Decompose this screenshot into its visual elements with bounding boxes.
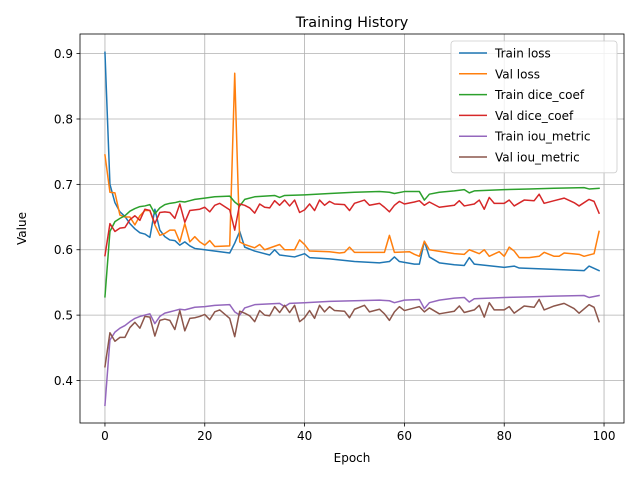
legend-label-1: Train loss [494,47,551,61]
series-line-4 [104,193,601,257]
x-tick-label: 20 [197,429,212,443]
y-tick-label: 0.9 [54,47,73,61]
x-tick-label: 0 [101,429,109,443]
legend-label-2: Val loss [495,67,540,81]
chart-title: Training History [295,15,409,31]
x-tick-label: 80 [497,429,512,443]
legend-label-6: Val iou_metric [495,151,580,165]
series-line-2 [104,72,600,259]
x-axis-label: Epoch [334,451,371,465]
legend: Train loss Val loss Train dice_coef Val dic… [450,40,618,174]
y-axis-label: Value [15,212,29,245]
legend-label-4: Val dice_coef [495,109,574,123]
x-tick-label: 40 [297,429,312,443]
legend-label-3: Train dice_coef [494,88,585,102]
plot-frame [79,33,625,424]
y-tick-label: 0.5 [54,309,73,323]
legend-box [450,40,618,174]
series-line-1 [104,51,601,272]
y-tick-label: 0.8 [54,112,73,126]
series-line-6 [104,298,601,368]
y-axis-ticks: 0.4 0.5 0.6 0.7 0.8 0.9 [54,47,80,388]
y-tick-label: 0.6 [54,243,73,257]
series-line-3 [104,186,600,298]
legend-label-5: Train iou_metric [494,130,591,144]
series-line-5 [104,294,600,407]
series-layer [104,51,601,407]
x-tick-label: 100 [593,429,616,443]
y-tick-label: 0.7 [54,178,73,192]
y-tick-label: 0.4 [54,374,73,388]
x-tick-label: 60 [397,429,412,443]
x-axis-ticks: 0 20 40 60 80 100 [101,423,615,443]
